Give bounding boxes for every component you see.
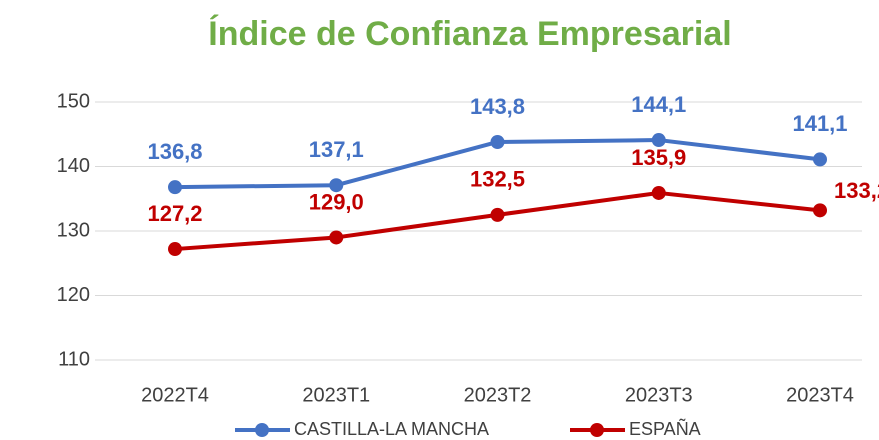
x-tick-label: 2023T2 — [464, 384, 532, 406]
y-tick-label: 110 — [58, 348, 90, 370]
data-label: 132,5 — [470, 167, 525, 192]
legend-marker — [590, 423, 604, 437]
data-label: 137,1 — [309, 137, 364, 162]
y-tick-label: 130 — [57, 219, 90, 241]
data-label: 144,1 — [631, 92, 686, 117]
y-tick-label: 120 — [57, 284, 90, 306]
data-label: 127,2 — [147, 201, 202, 226]
data-label: 135,9 — [631, 145, 686, 170]
data-point — [813, 152, 827, 167]
data-point — [168, 180, 182, 195]
data-point — [490, 207, 505, 222]
x-tick-label: 2022T4 — [141, 384, 209, 406]
data-point — [651, 133, 666, 148]
data-label: 136,8 — [147, 139, 202, 164]
x-tick-label: 2023T1 — [302, 384, 370, 406]
data-label: 143,8 — [470, 94, 525, 119]
data-point — [651, 185, 666, 200]
legend-marker — [255, 423, 269, 437]
data-point — [168, 242, 182, 257]
data-point — [490, 134, 505, 149]
data-label: 129,0 — [309, 189, 364, 214]
legend-label: ESPAÑA — [629, 418, 701, 439]
data-point — [329, 178, 344, 193]
data-label: 141,1 — [792, 111, 847, 136]
chart-title: Índice de Confianza Empresarial — [208, 15, 731, 53]
x-tick-label: 2023T4 — [786, 384, 854, 406]
data-label: 133,2 — [834, 178, 879, 203]
data-point — [329, 230, 344, 245]
y-tick-label: 140 — [57, 155, 90, 177]
y-tick-label: 150 — [57, 90, 90, 112]
x-tick-label: 2023T3 — [625, 384, 693, 406]
legend-label: CASTILLA-LA MANCHA — [294, 419, 489, 439]
data-point — [813, 203, 827, 218]
